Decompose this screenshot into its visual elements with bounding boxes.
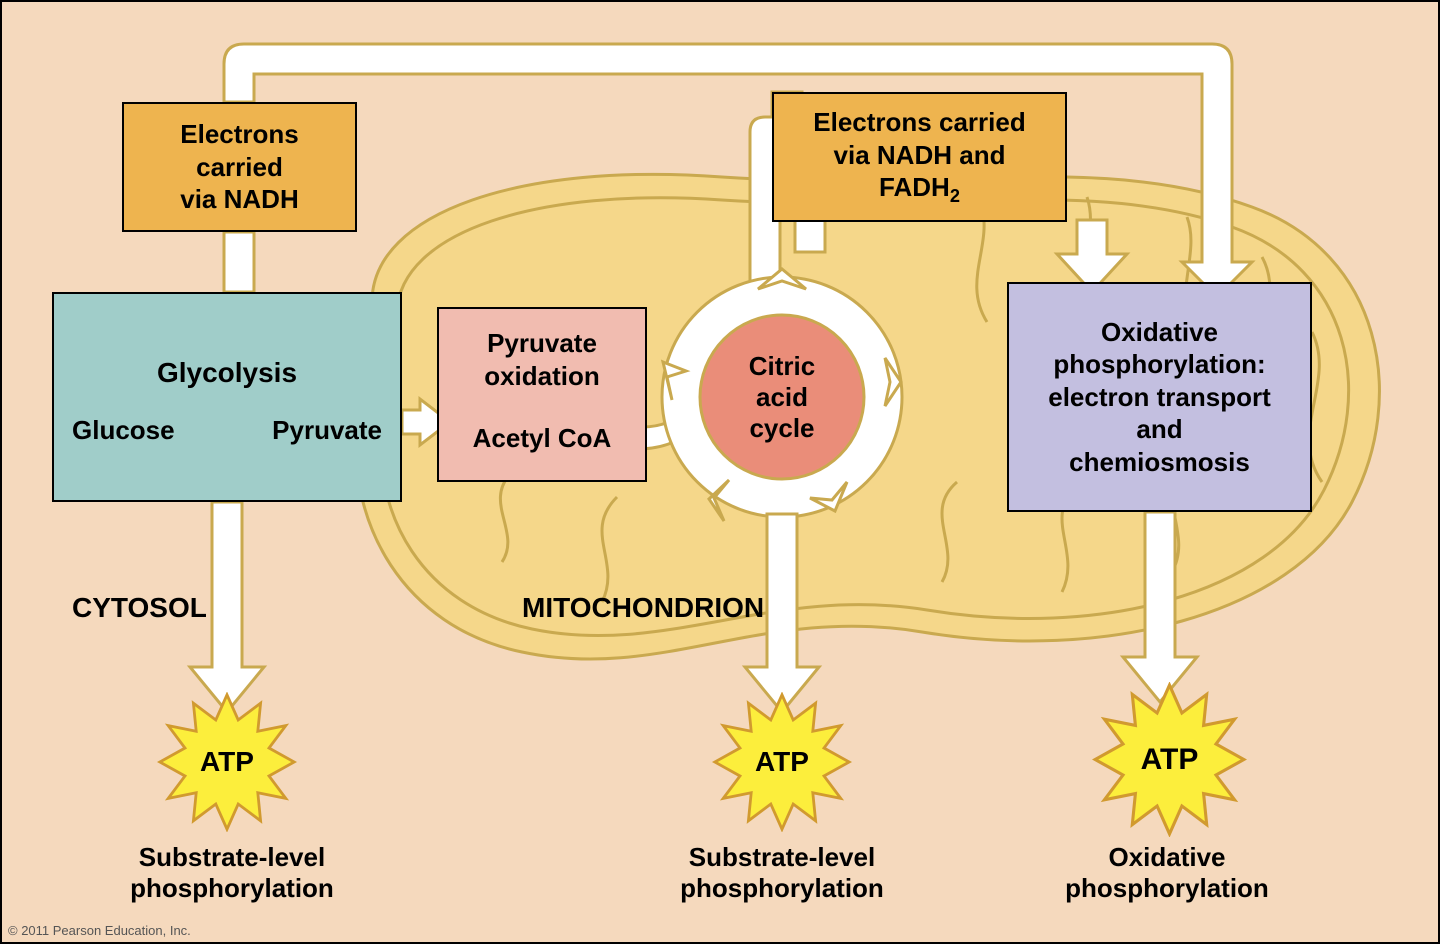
diagram-canvas: Electrons carried via NADH Electrons car… — [0, 0, 1440, 944]
box-oxidative-text: Oxidative phosphorylation: electron tran… — [1048, 316, 1271, 479]
caption-3: Oxidative phosphorylation — [1042, 842, 1292, 904]
caption-1: Substrate-level phosphorylation — [117, 842, 347, 904]
box-electrons-nadh: Electrons carried via NADH — [122, 102, 357, 232]
citric-cycle-label: Citric acid cycle — [700, 315, 864, 479]
label-cytosol: CYTOSOL — [72, 592, 207, 624]
down-arrow-atp3 — [1123, 512, 1197, 702]
atp-star-3: ATP — [1092, 682, 1247, 837]
atp-star-1: ATP — [157, 692, 297, 832]
box-electrons-fadh2-text: Electrons carriedvia NADH andFADH2 — [813, 106, 1025, 208]
nadh-to-glycolysis-pipe — [224, 232, 254, 292]
box-pyruvate-oxidation: Pyruvate oxidation Acetyl CoA — [437, 307, 647, 482]
atp-label-3: ATP — [1092, 682, 1247, 837]
caption-2: Substrate-level phosphorylation — [667, 842, 897, 904]
pyruvate-oxidation-sub: Acetyl CoA — [473, 422, 612, 455]
atp-star-2: ATP — [712, 692, 852, 832]
label-mitochondrion: MITOCHONDRION — [522, 592, 764, 624]
citric-cycle-text: Citric acid cycle — [749, 351, 815, 444]
glycolysis-glucose-label: Glucose — [72, 414, 175, 447]
copyright-text: © 2011 Pearson Education, Inc. — [8, 923, 191, 938]
box-glycolysis: Glycolysis Glucose Pyruvate — [52, 292, 402, 502]
box-electrons-fadh2: Electrons carriedvia NADH andFADH2 — [772, 92, 1067, 222]
pyruvate-oxidation-title: Pyruvate oxidation — [484, 327, 600, 392]
glycolysis-pyruvate-label: Pyruvate — [272, 414, 382, 447]
glycolysis-title: Glycolysis — [157, 355, 297, 390]
atp-label-2: ATP — [712, 692, 852, 832]
box-oxidative: Oxidative phosphorylation: electron tran… — [1007, 282, 1312, 512]
top-electron-pipe — [224, 44, 1252, 297]
box-electrons-nadh-text: Electrons carried via NADH — [180, 118, 299, 216]
atp-label-1: ATP — [157, 692, 297, 832]
